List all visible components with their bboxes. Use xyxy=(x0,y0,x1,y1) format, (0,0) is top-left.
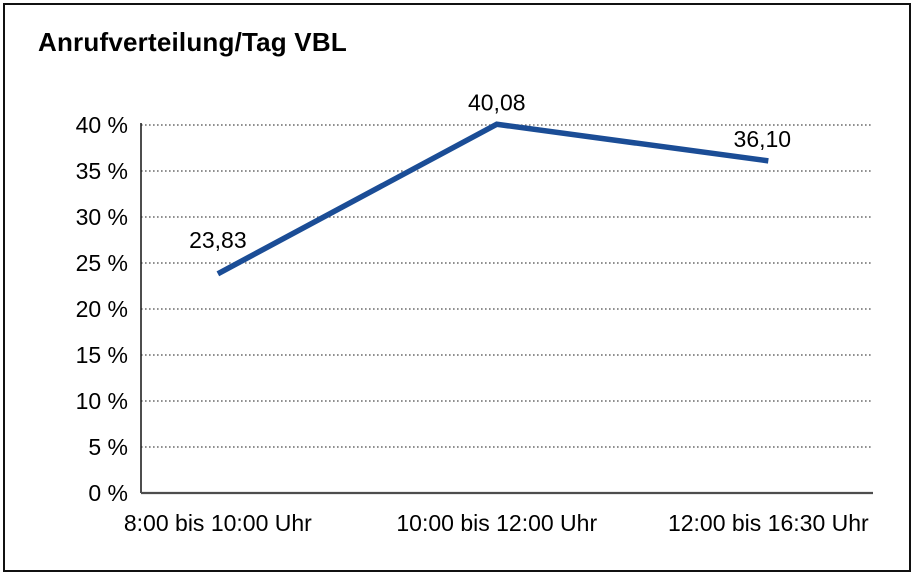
y-tick-label: 20 % xyxy=(76,296,128,322)
y-tick-label: 10 % xyxy=(76,388,128,414)
x-tick-label: 10:00 bis 12:00 Uhr xyxy=(396,510,597,536)
y-tick-label: 30 % xyxy=(76,204,128,230)
x-tick-label: 12:00 bis 16:30 Uhr xyxy=(668,510,869,536)
y-tick-label: 0 % xyxy=(88,480,128,506)
y-tick-label: 25 % xyxy=(76,250,128,276)
data-point-label: 23,83 xyxy=(189,227,247,253)
y-tick-label: 35 % xyxy=(76,158,128,184)
data-line xyxy=(216,121,769,277)
x-tick-label: 8:00 bis 10:00 Uhr xyxy=(124,510,312,536)
y-tick-label: 15 % xyxy=(76,342,128,368)
data-point-label: 36,10 xyxy=(734,126,792,152)
data-point-label: 40,08 xyxy=(468,89,526,115)
y-tick-label: 40 % xyxy=(76,112,128,138)
chart-title: Anrufverteilung/Tag VBL xyxy=(38,27,347,57)
y-tick-label: 5 % xyxy=(88,434,128,460)
